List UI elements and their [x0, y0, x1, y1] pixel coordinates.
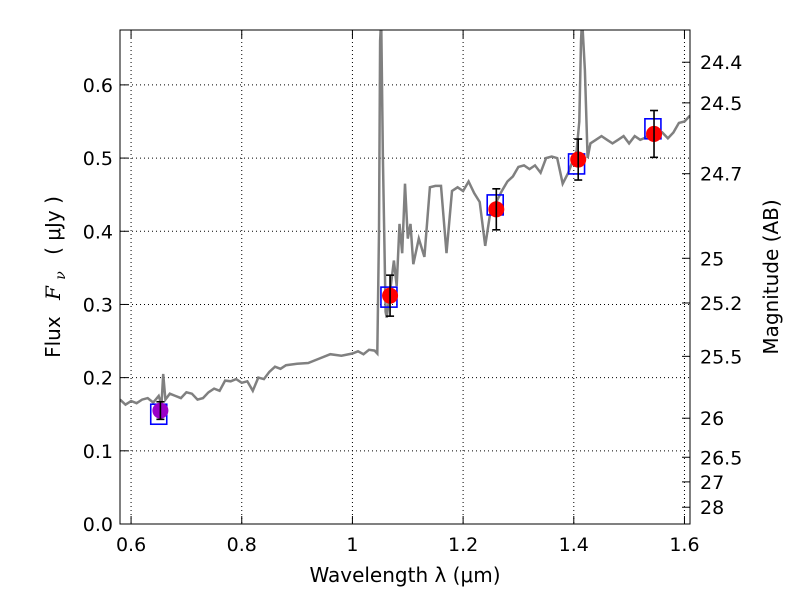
- y-axis-label-subscript: ν: [53, 271, 69, 280]
- y-tick-label: 0.3: [83, 294, 113, 316]
- x-axis-label: Wavelength λ (μm): [309, 563, 500, 587]
- magnitude-tick-label: 24.4: [700, 52, 742, 74]
- x-tick-label: 0.8: [227, 534, 257, 556]
- svg-text:Flux F ν ( μ: Flux F ν ( μJy ): [41, 196, 70, 358]
- x-tick-label: 1: [346, 534, 358, 556]
- y2-axis-label: Magnitude (AB): [759, 199, 783, 354]
- magnitude-tick-label: 26.5: [700, 447, 742, 469]
- magnitude-tick-label: 27: [700, 472, 724, 494]
- x-tick-label: 0.6: [116, 534, 146, 556]
- y-axis-label-prefix: Flux: [41, 316, 65, 358]
- y-axis-label-symbol: F: [41, 285, 65, 301]
- magnitude-tick-label: 24.5: [700, 93, 742, 115]
- y-tick-label: 0.2: [83, 368, 113, 390]
- y-tick-label: 0.5: [83, 148, 113, 170]
- y-tick-label: 0.1: [83, 441, 113, 463]
- grid-lines: [120, 30, 690, 525]
- y-tick-label: 0.6: [83, 75, 113, 97]
- y-tick-label: 0.0: [83, 514, 113, 536]
- magnitude-tick-label: 26: [700, 408, 724, 430]
- y-axis-label-unit: ( μJy ): [41, 196, 65, 255]
- magnitude-tick-label: 24.7: [700, 164, 742, 186]
- magnitude-tick-label: 25.2: [700, 293, 742, 315]
- spectrum-line: [120, 30, 690, 407]
- x-tick-label: 1.6: [669, 534, 699, 556]
- observed-points: [152, 125, 663, 419]
- y-axis-label: Flux F ν ( μJy ): [41, 196, 70, 358]
- magnitude-tick-label: 25.5: [700, 346, 742, 368]
- magnitude-tick-label: 25: [700, 248, 724, 270]
- x-tick-label: 1.4: [559, 534, 589, 556]
- x-tick-label: 1.2: [448, 534, 478, 556]
- y-tick-label: 0.4: [83, 221, 113, 243]
- axis-ticks: 0.6 0.8 1 1.2 1.4 1.6 0.0 0.1 0.2 0.3 0.4 0.5 0.6 24.…: [83, 30, 742, 556]
- magnitude-tick-label: 28: [700, 497, 724, 519]
- plot-frame: [119, 29, 691, 525]
- error-bars: [156, 109, 659, 421]
